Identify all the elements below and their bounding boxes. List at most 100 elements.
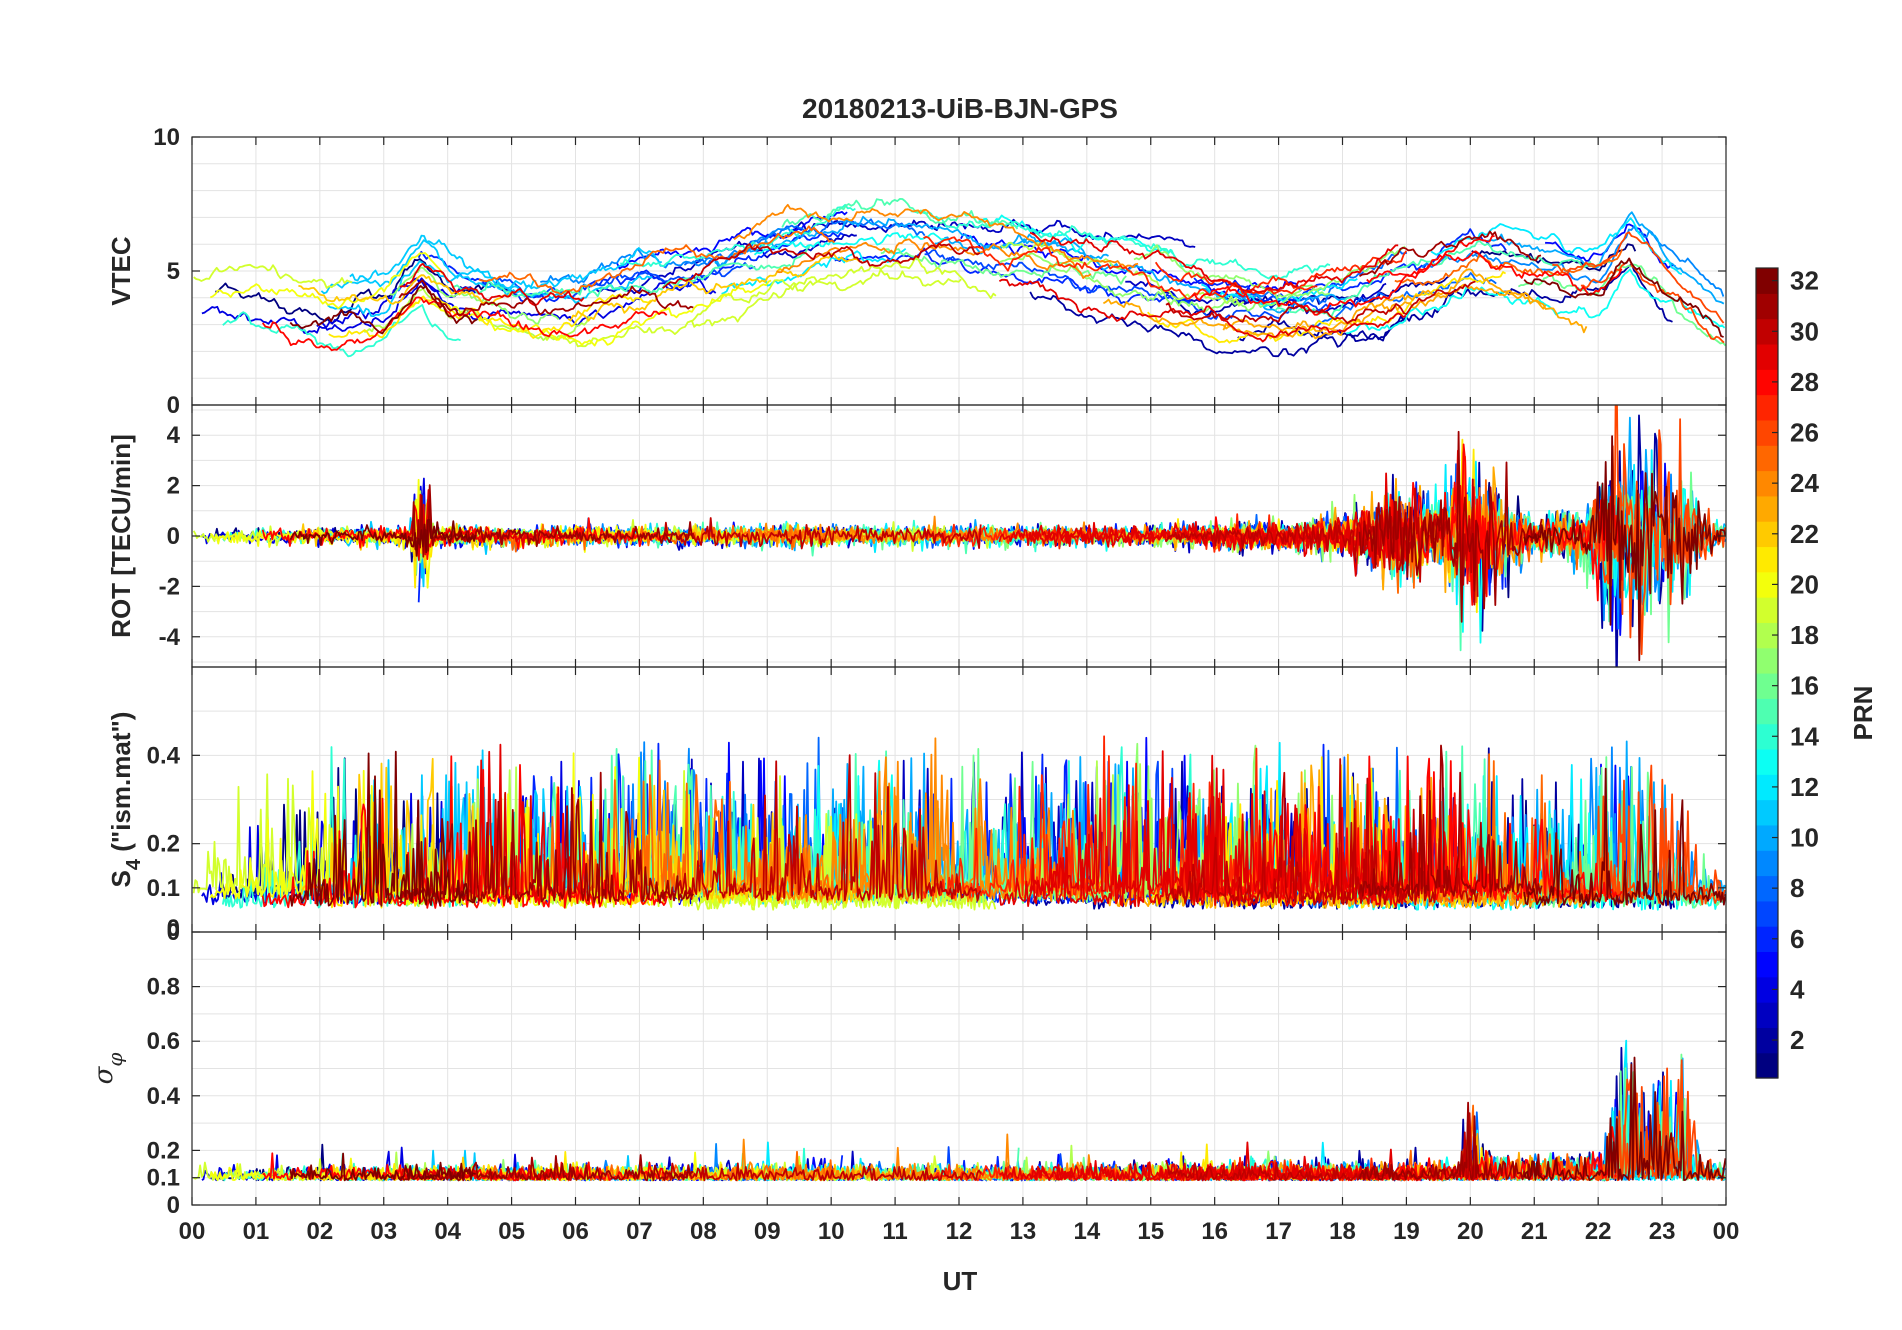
colorbar-swatch-31: [1756, 293, 1778, 320]
series-line-prn-14: [620, 203, 856, 268]
colorbar-swatch-24: [1756, 470, 1778, 497]
x-tick-label: 11: [882, 1218, 907, 1245]
colorbar-swatch-19: [1756, 597, 1778, 623]
y-tick-label: 0.1: [147, 1165, 180, 1192]
series-line-prn-32: [1523, 1056, 1726, 1181]
colorbar-swatch-4: [1756, 976, 1778, 1003]
colorbar-swatch-5: [1756, 951, 1778, 978]
colorbar-label: PRN: [1848, 686, 1878, 741]
x-tick-label: 19: [1393, 1218, 1420, 1245]
series-line-prn-29: [998, 278, 1407, 343]
x-tick-label: 23: [1649, 1218, 1676, 1245]
y-tick-label: 0.4: [147, 1083, 181, 1110]
colorbar-tick-label: 26: [1790, 418, 1819, 448]
series-line-prn-1: [215, 258, 515, 324]
series-line-prn-26: [1580, 257, 1725, 344]
series-line-prn-9: [540, 227, 792, 285]
series-line-prn-21: [328, 293, 652, 339]
series-line-prn-32: [1523, 767, 1726, 906]
y-tick-label: 0.4: [147, 742, 181, 769]
series-line-prn-27: [923, 235, 1318, 300]
grid: [191, 136, 1727, 406]
series-line-prn-22: [567, 253, 863, 322]
colorbar-tick-label: 4: [1790, 974, 1805, 1004]
series-line-prn-26: [1552, 231, 1725, 324]
colorbar-tick-label: 32: [1790, 266, 1819, 296]
colorbar-swatch-18: [1756, 622, 1778, 649]
series-line-prn-32: [289, 1152, 476, 1182]
colorbar-tick-label: 18: [1790, 620, 1819, 650]
x-tick-label: 15: [1137, 1218, 1164, 1245]
x-tick-label: 00: [1713, 1218, 1740, 1245]
series-line-prn-32: [289, 750, 477, 907]
y-tick-label: 4: [167, 422, 181, 449]
colorbar-tick-label: 28: [1790, 367, 1819, 397]
series-line-prn-21: [1147, 271, 1507, 344]
series-line-prn-29: [399, 262, 585, 307]
y-tick-label: 5: [167, 258, 180, 285]
series-line-prn-30: [661, 754, 982, 902]
colorbar-tick-label: 22: [1790, 519, 1819, 549]
series-line-prn-6: [1193, 228, 1507, 302]
series-line-prn-12: [1201, 278, 1358, 308]
colorbar-swatch-20: [1756, 571, 1778, 598]
series-line-prn-22: [298, 274, 514, 305]
series-line-prn-19: [193, 263, 353, 289]
series-lines: [192, 735, 1726, 911]
y-axis-label: S4 ("ism.mat"): [106, 712, 145, 888]
series-line-prn-19: [541, 264, 962, 348]
y-tick-label: -2: [159, 573, 180, 600]
panel-1: 0 5 10 VTEC: [106, 124, 1727, 419]
x-tick-label: 12: [946, 1218, 973, 1245]
series-line-prn-13: [978, 214, 1174, 255]
series-line-prn-2: [1029, 291, 1407, 358]
x-tick-label: 03: [370, 1218, 397, 1245]
series-line-prn-23: [1102, 268, 1547, 333]
series-line-prn-19: [690, 255, 997, 328]
x-tick-label: 21: [1521, 1218, 1548, 1245]
colorbar-box: [1755, 267, 1779, 1079]
colorbar-swatch-16: [1756, 673, 1778, 699]
x-tick-label: 22: [1585, 1218, 1612, 1245]
colorbar-swatch-15: [1756, 698, 1778, 725]
series-line-prn-20: [209, 252, 444, 310]
series-lines: [193, 1039, 1726, 1182]
chart-title: 20180213-UiB-BJN-GPS: [802, 93, 1118, 124]
panel-2: -4 -2 0 2 4 ROT [TECU/min]: [106, 404, 1727, 668]
series-line-prn-30: [662, 517, 982, 550]
colorbar-swatch-32: [1756, 268, 1778, 294]
series-line-prn-32: [1523, 435, 1726, 662]
y-tick-label: 0.6: [147, 1028, 180, 1055]
colorbar-tick-label: 8: [1790, 873, 1804, 903]
series-line-prn-8: [1312, 272, 1497, 328]
series-line-prn-31: [1358, 1101, 1543, 1181]
series-line-prn-31: [398, 484, 695, 558]
colorbar-tick-label: 6: [1790, 924, 1804, 954]
colorbar-tick-label: 14: [1790, 721, 1819, 751]
x-tick-label: 16: [1201, 1218, 1228, 1245]
colorbar-swatch-21: [1756, 546, 1778, 573]
series-line-prn-10: [934, 236, 1347, 314]
y-tick-label: 0: [167, 523, 180, 550]
colorbar-swatch-3: [1756, 1002, 1778, 1028]
series-line-prn-30: [1165, 758, 1479, 906]
series-line-prn-31: [1358, 430, 1543, 623]
colorbar-tick-label: 24: [1790, 468, 1819, 498]
series-line-prn-30: [662, 242, 981, 289]
colorbar-tick-label: 10: [1790, 823, 1819, 853]
colorbar-swatch-12: [1756, 774, 1778, 801]
y-axis-label: ROT [TECU/min]: [106, 434, 136, 638]
colorbar-swatch-27: [1756, 394, 1778, 421]
series-line-prn-24: [733, 203, 1139, 269]
series-line-prn-28: [1366, 235, 1495, 284]
colorbar-swatch-11: [1756, 799, 1778, 826]
series-line-prn-19: [192, 773, 353, 896]
series-line-prn-17: [999, 252, 1331, 313]
x-tick-label: 08: [690, 1218, 717, 1245]
x-axis-label: UT: [943, 1266, 978, 1296]
x-tick-label: 10: [818, 1218, 845, 1245]
colorbar-swatch-28: [1756, 369, 1778, 396]
